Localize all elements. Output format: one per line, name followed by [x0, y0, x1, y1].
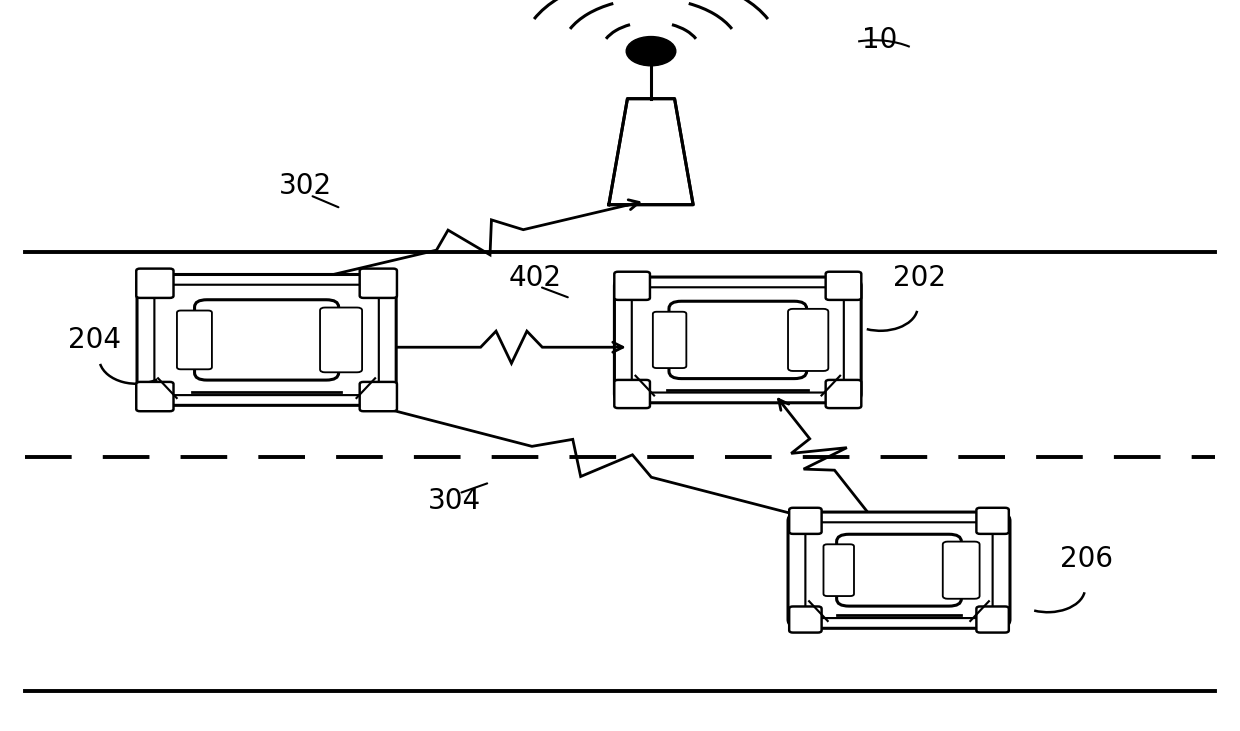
- FancyBboxPatch shape: [195, 300, 339, 380]
- FancyBboxPatch shape: [789, 309, 828, 371]
- FancyBboxPatch shape: [670, 301, 806, 379]
- FancyBboxPatch shape: [154, 284, 379, 395]
- FancyBboxPatch shape: [976, 607, 1009, 632]
- FancyBboxPatch shape: [837, 534, 961, 606]
- Text: 204: 204: [68, 326, 122, 354]
- FancyBboxPatch shape: [789, 508, 822, 534]
- FancyBboxPatch shape: [826, 272, 862, 300]
- Text: 302: 302: [279, 173, 332, 200]
- Polygon shape: [609, 99, 693, 205]
- Text: 202: 202: [893, 264, 946, 292]
- Text: 10: 10: [862, 26, 898, 54]
- FancyBboxPatch shape: [942, 542, 980, 599]
- FancyBboxPatch shape: [614, 380, 650, 408]
- FancyBboxPatch shape: [652, 311, 687, 368]
- FancyBboxPatch shape: [614, 272, 650, 300]
- FancyBboxPatch shape: [360, 268, 397, 298]
- FancyBboxPatch shape: [826, 380, 862, 408]
- FancyBboxPatch shape: [789, 607, 822, 632]
- Text: 206: 206: [1060, 545, 1114, 573]
- FancyBboxPatch shape: [823, 545, 854, 596]
- FancyBboxPatch shape: [136, 268, 174, 298]
- FancyBboxPatch shape: [614, 277, 861, 403]
- FancyBboxPatch shape: [320, 308, 362, 372]
- FancyBboxPatch shape: [177, 311, 212, 369]
- Circle shape: [626, 37, 676, 66]
- FancyBboxPatch shape: [976, 508, 1009, 534]
- FancyBboxPatch shape: [789, 512, 1009, 629]
- FancyBboxPatch shape: [138, 274, 397, 405]
- FancyBboxPatch shape: [360, 382, 397, 412]
- Text: 304: 304: [428, 487, 481, 515]
- FancyBboxPatch shape: [136, 382, 174, 412]
- FancyBboxPatch shape: [806, 522, 992, 618]
- Text: 402: 402: [508, 264, 562, 292]
- FancyBboxPatch shape: [631, 287, 843, 393]
